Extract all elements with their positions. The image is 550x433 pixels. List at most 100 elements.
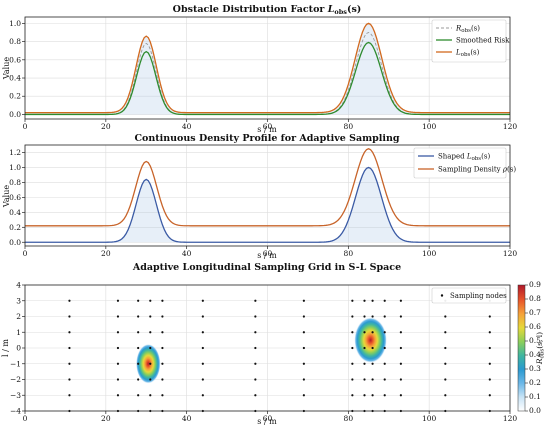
- chart3-legend-box: [431, 287, 507, 304]
- chart1-ytick-label: 0.0: [9, 110, 21, 119]
- sampling-node: [399, 346, 402, 350]
- sampling-node: [444, 394, 447, 397]
- sampling-node: [149, 315, 152, 318]
- chart1-xtick-label: 0: [23, 122, 28, 131]
- chart2-xtick-label: 20: [101, 249, 111, 258]
- sampling-node: [351, 394, 354, 397]
- chart2-series-lines: [25, 148, 510, 243]
- sampling-node: [383, 394, 386, 397]
- sampling-node: [201, 378, 204, 381]
- sampling-node: [399, 299, 402, 302]
- chart3-xtick-label: 0: [23, 414, 28, 423]
- chart1-xlabel: s / m: [257, 125, 277, 134]
- chart1-xtick-label: 60: [263, 122, 273, 131]
- chart3-xtick-label: 120: [503, 414, 518, 423]
- sampling-node: [444, 362, 447, 365]
- colorbar-tick-label: 0.3: [529, 364, 541, 373]
- chart2-xtick-label: 100: [422, 249, 437, 258]
- sampling-node: [363, 362, 366, 365]
- sampling-node: [351, 346, 354, 350]
- sampling-node: [116, 331, 120, 334]
- chart2-ylabel: Value: [2, 185, 11, 209]
- chart3-ytick-label: −4: [10, 407, 21, 416]
- chart3-risk-heatmap: [136, 317, 387, 384]
- sampling-node: [254, 362, 257, 365]
- sampling-node: [383, 346, 386, 350]
- colorbar-tick-label: 0.4: [529, 350, 541, 359]
- sampling-node: [302, 378, 305, 381]
- sampling-node: [351, 331, 354, 334]
- sampling-node: [254, 378, 257, 381]
- chart2-ytick-label: 1.0: [9, 163, 21, 172]
- sampling-node: [161, 362, 164, 365]
- colorbar-tick-label: 0.6: [529, 322, 541, 331]
- sampling-node: [161, 378, 164, 381]
- sampling-node: [399, 331, 402, 334]
- sampling-node: [201, 394, 204, 397]
- chart3-ytick-label: −2: [10, 375, 21, 384]
- sampling-node: [488, 394, 491, 397]
- chart3-ytick-label: −3: [10, 391, 21, 400]
- sampling-node: [383, 362, 386, 365]
- chart2-ytick-label: 0.2: [9, 223, 21, 232]
- sampling-node: [399, 315, 402, 318]
- legend-label-sampling-density: Sampling Density ρ(s): [438, 166, 516, 174]
- sampling-node: [68, 362, 71, 365]
- chart2-series-line-0: [25, 166, 510, 243]
- sampling-node: [371, 346, 374, 350]
- chart3-ytick-label: 1: [16, 328, 21, 337]
- sampling-node: [116, 346, 120, 350]
- colorbar-tick-label: 0.2: [529, 378, 541, 387]
- chart3-xtick-label: 60: [263, 414, 273, 423]
- sampling-node: [363, 315, 366, 318]
- chart1-xtick-label: 20: [101, 122, 111, 131]
- sampling-node: [116, 378, 120, 381]
- chart1-grid: [24, 17, 511, 119]
- colorbar-tick-label: 0.5: [529, 336, 541, 345]
- chart3-xtick-label: 100: [422, 414, 437, 423]
- chart3-xtick-label: 80: [344, 414, 354, 423]
- chart2-ytick-label: 0.4: [9, 208, 21, 217]
- sampling-node: [488, 315, 491, 318]
- chart1-xtick-label: 40: [182, 122, 192, 131]
- sampling-node: [371, 331, 374, 334]
- sampling-node: [137, 362, 140, 365]
- sampling-node: [201, 331, 204, 334]
- chart1-ytick-label: 0.8: [9, 37, 21, 46]
- chart2-ytick-label: 0.0: [9, 238, 21, 247]
- sampling-node: [302, 331, 305, 334]
- chart2-xtick-label: 0: [23, 249, 28, 258]
- colorbar-tick-label: 0.9: [529, 280, 541, 289]
- chart3-ytick-label: 4: [16, 281, 21, 290]
- sampling-node: [302, 299, 305, 302]
- sampling-node: [161, 394, 164, 397]
- sampling-node: [161, 331, 164, 334]
- chart1-series-line-2: [25, 22, 510, 114]
- chart1-xtick-label: 120: [503, 122, 518, 131]
- chart3-ytick-label: 0: [16, 344, 21, 353]
- sampling-node: [137, 346, 140, 350]
- sampling-node: [444, 331, 447, 334]
- sampling-node: [302, 346, 305, 350]
- risk-blob-1: [354, 317, 387, 363]
- chart2-series-line-1: [25, 148, 510, 227]
- sampling-node: [201, 346, 204, 350]
- sampling-node: [68, 331, 71, 334]
- chart2-legend-box: [413, 147, 507, 179]
- sampling-node: [149, 331, 152, 334]
- sampling-node: [68, 299, 71, 302]
- legend-label-shaped-l-obs: Shaped Lobs(s): [438, 153, 490, 163]
- chart2-x-ticks: 0 20 40 60 80 100 120: [23, 246, 517, 258]
- colorbar-label: Robs(s, l): [535, 332, 546, 365]
- chart1-ytick-label: 0.4: [9, 74, 21, 83]
- chart2-fill-area: [25, 167, 510, 243]
- sampling-node: [116, 299, 120, 302]
- sampling-node: [488, 346, 491, 350]
- sampling-node: [149, 394, 152, 397]
- colorbar-tick-label: 0.8: [529, 294, 541, 303]
- chart2-ytick-label: 1.2: [9, 148, 21, 157]
- colorbar-tick-label: 0.0: [529, 406, 541, 415]
- chart1-title: Obstacle Distribution Factor Lobs(s): [173, 4, 362, 16]
- chart1-series-lines: [25, 22, 510, 116]
- chart3-ytick-label: −1: [10, 359, 21, 368]
